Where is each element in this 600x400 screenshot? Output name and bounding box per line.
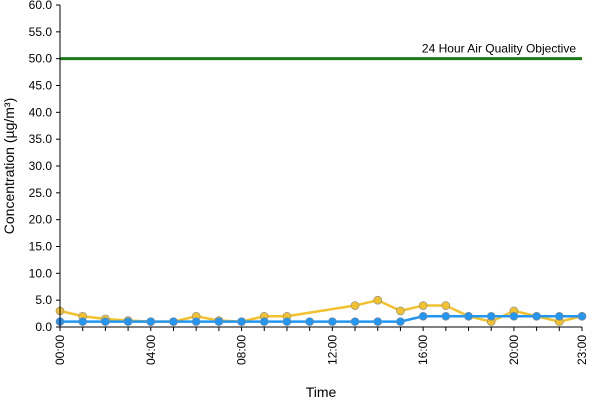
y-tick-label: 40.0 bbox=[29, 105, 53, 119]
y-tick-label: 55.0 bbox=[29, 25, 53, 39]
series-2-point bbox=[350, 317, 360, 326]
x-tick-label: 23:00 bbox=[575, 335, 589, 365]
y-tick-label: 45.0 bbox=[29, 79, 53, 93]
series-2-point bbox=[259, 317, 269, 326]
y-tick-label: 60.0 bbox=[29, 0, 53, 12]
series-2-point bbox=[123, 317, 133, 326]
series-group bbox=[55, 295, 587, 326]
series-2-point bbox=[101, 317, 110, 326]
series-2-point bbox=[146, 317, 156, 326]
x-axis-title: Time bbox=[306, 384, 337, 400]
x-tick-label: 16:00 bbox=[416, 335, 430, 365]
series-2-line bbox=[60, 315, 582, 323]
series-1-line bbox=[59, 298, 583, 323]
y-tick-label: 35.0 bbox=[29, 132, 53, 146]
series-2-point bbox=[169, 317, 178, 326]
x-tick-label: 04:00 bbox=[144, 335, 158, 365]
series-2-point bbox=[418, 311, 428, 321]
series-2-point bbox=[441, 311, 451, 321]
y-tick-label: 25.0 bbox=[29, 186, 53, 200]
series-2-point bbox=[191, 317, 201, 326]
y-tick-label: 5.0 bbox=[35, 293, 52, 307]
series-2-point bbox=[532, 311, 541, 321]
series-2-point bbox=[328, 317, 337, 326]
series-2-point bbox=[509, 311, 519, 321]
y-tick-label: 30.0 bbox=[29, 159, 53, 173]
series-1-point bbox=[418, 301, 428, 310]
series-2-point bbox=[396, 317, 405, 326]
series-2-point bbox=[237, 317, 246, 326]
series-2-point bbox=[464, 311, 473, 321]
series-2-point bbox=[78, 317, 87, 326]
series-2-point bbox=[214, 317, 224, 326]
x-tick-label: 08:00 bbox=[235, 335, 249, 365]
y-tick-label: 0.0 bbox=[35, 320, 52, 334]
series-2-point bbox=[282, 317, 292, 326]
x-tick-label: 12:00 bbox=[325, 335, 339, 365]
y-tick-label: 20.0 bbox=[29, 213, 53, 227]
series-2-point bbox=[373, 317, 383, 326]
y-axis-title: Concentration (µg/m³) bbox=[1, 98, 17, 234]
y-axis-ticks: 0.0 5.0 10.0 15.0 20.0 25.0 30.0 35.0 40.0 45.0 50… bbox=[29, 0, 60, 334]
series-2-point bbox=[305, 317, 314, 326]
series-2-point bbox=[555, 311, 564, 321]
series-2-point bbox=[577, 311, 587, 321]
y-tick-label: 15.0 bbox=[29, 240, 53, 254]
y-tick-label: 50.0 bbox=[29, 52, 53, 66]
y-tick-label: 10.0 bbox=[29, 266, 53, 280]
series-1-point bbox=[350, 301, 360, 310]
x-tick-label: 20:00 bbox=[507, 335, 521, 365]
series-2-point bbox=[486, 311, 496, 321]
series-1-point bbox=[441, 301, 451, 310]
air-quality-objective-label: 24 Hour Air Quality Objective bbox=[422, 42, 576, 56]
series-1-point bbox=[373, 295, 383, 305]
reference-line-group: 24 Hour Air Quality Objective bbox=[60, 42, 582, 61]
series-1-point bbox=[396, 306, 405, 316]
x-tick-label: 00:00 bbox=[53, 335, 67, 365]
x-axis-ticks: 00:00 04:00 08:00 12:00 16:00 20:00 23:00 bbox=[53, 327, 589, 365]
